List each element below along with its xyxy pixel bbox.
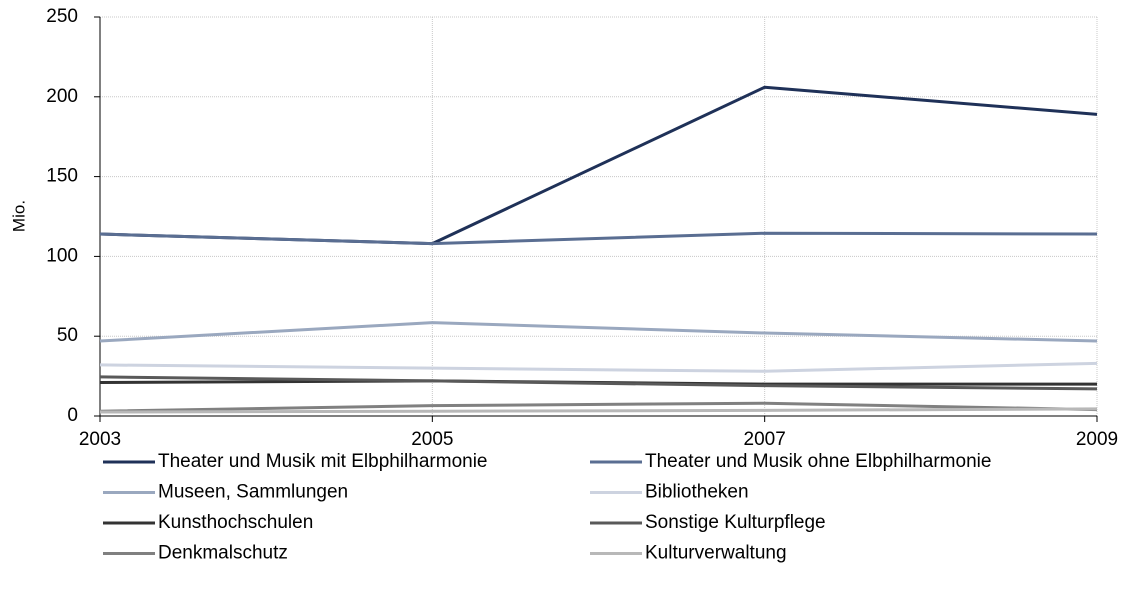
y-tick-label: 100 xyxy=(46,245,78,266)
y-tick-label: 200 xyxy=(46,86,78,107)
y-tick-label: 50 xyxy=(57,325,78,346)
series-line xyxy=(99,401,1098,413)
x-tick-label: 2009 xyxy=(1076,429,1118,450)
legend-label: Kunsthochschulen xyxy=(158,512,313,533)
series-line xyxy=(99,407,1098,414)
legend-label: Bibliotheken xyxy=(645,482,749,503)
legend-label: Sonstige Kulturpflege xyxy=(645,512,826,533)
y-tick-label: 150 xyxy=(46,166,78,187)
y-tick-label: 0 xyxy=(67,405,78,426)
series-line xyxy=(99,85,1098,246)
x-tick-label: 2007 xyxy=(744,429,786,450)
legend-label: Denkmalschutz xyxy=(158,543,288,564)
legend-label: Theater und Musik mit Elbphilharmonie xyxy=(158,451,488,472)
series-line xyxy=(99,231,1098,246)
x-tick-label: 2003 xyxy=(79,429,121,450)
legend-label: Kulturverwaltung xyxy=(645,543,787,564)
series-line xyxy=(99,375,1098,391)
y-tick-label: 250 xyxy=(46,6,78,27)
x-tick-label: 2005 xyxy=(411,429,453,450)
series-line xyxy=(99,321,1098,343)
legend-label: Museen, Sammlungen xyxy=(158,482,348,503)
legend-label: Theater und Musik ohne Elbphilharmonie xyxy=(645,451,991,472)
series-line xyxy=(99,361,1098,373)
y-axis-label: Mio. xyxy=(9,200,28,232)
